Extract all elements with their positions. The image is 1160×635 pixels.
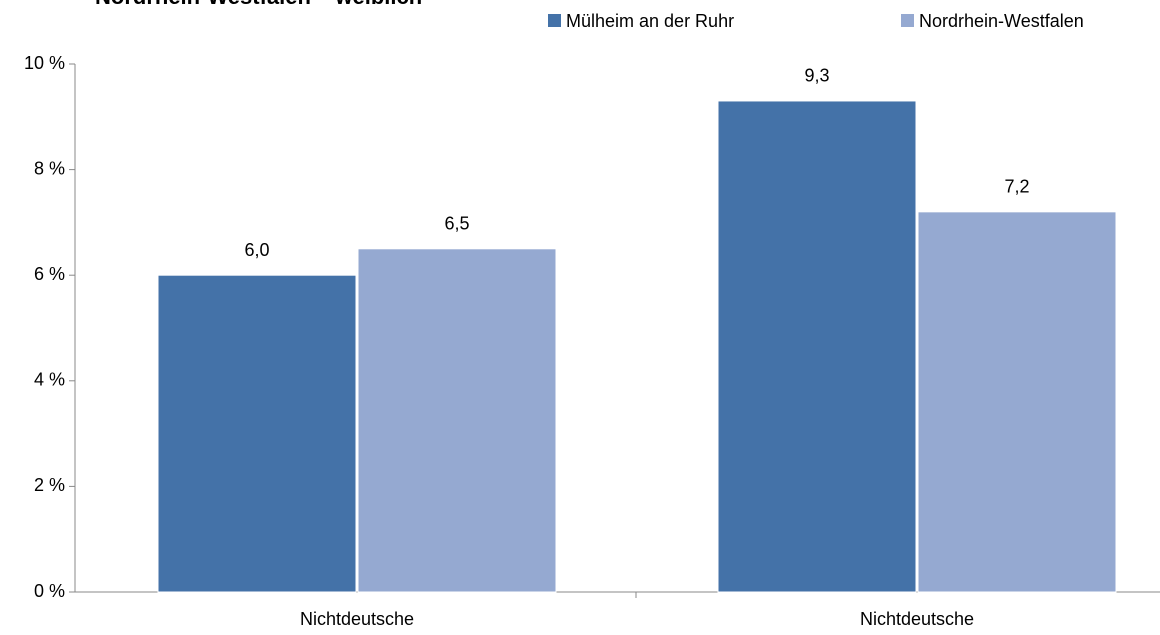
bar	[357, 248, 557, 593]
bar	[157, 274, 357, 593]
y-tick-label: 6 %	[34, 264, 65, 284]
y-tick-label: 0 %	[34, 581, 65, 601]
value-label: 7,2	[1004, 177, 1029, 197]
legend-label: Nordrhein-Westfalen	[919, 11, 1084, 31]
legend-swatch	[901, 14, 914, 27]
bar	[717, 100, 917, 593]
legend-label: Mülheim an der Ruhr	[566, 11, 734, 31]
y-tick-label: 2 %	[34, 475, 65, 495]
y-tick-label: 8 %	[34, 158, 65, 178]
y-tick-label: 10 %	[24, 53, 65, 73]
value-label: 9,3	[804, 66, 829, 86]
value-label: 6,0	[244, 240, 269, 260]
value-label: 6,5	[444, 214, 469, 234]
y-tick-label: 4 %	[34, 370, 65, 390]
legend-swatch	[548, 14, 561, 27]
x-tick-label: Nichtdeutsche	[860, 609, 974, 629]
x-tick-label: Nichtdeutsche	[300, 609, 414, 629]
chart-title: Nordrhein-Westfalen – weiblich	[95, 0, 422, 9]
bar	[917, 211, 1117, 593]
